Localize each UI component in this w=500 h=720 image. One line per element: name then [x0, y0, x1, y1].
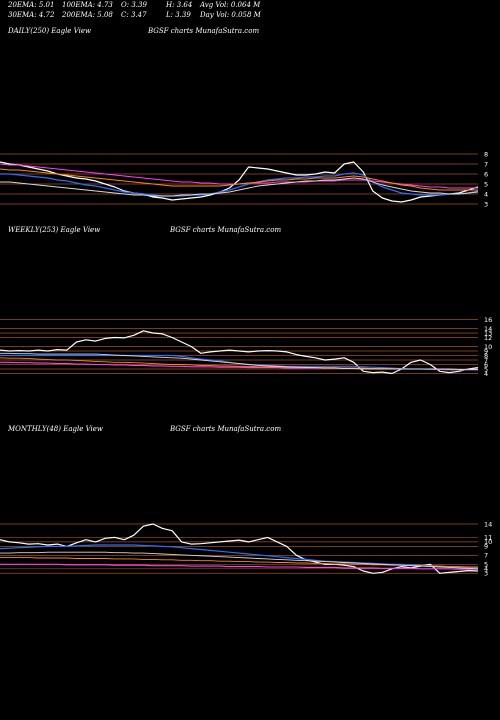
weekly-ema-slow-line: [0, 352, 478, 370]
monthly-ema-fast-line: [0, 544, 479, 569]
weekly-y-tick-label: 7: [484, 356, 488, 364]
monthly-y-tick-label: 9: [484, 543, 488, 551]
monthly-y-tick-label: 3: [484, 570, 488, 578]
weekly-y-tick-label: 8: [484, 352, 488, 360]
daily-panel-title: DAILY(250) Eagle View: [8, 27, 91, 35]
avg-vol-readout: Avg Vol: 0.064 M: [200, 1, 261, 9]
day-vol-readout: Day Vol: 0.058 M: [200, 11, 261, 19]
daily-y-tick-label: 6: [484, 170, 488, 178]
daily-price-line: [0, 161, 479, 203]
daily-y-tick-label: 7: [484, 160, 488, 168]
weekly-panel-title: WEEKLY(253) Eagle View: [8, 226, 101, 234]
monthly-y-tick-label: 4: [484, 565, 488, 573]
monthly-ema-pink-line: [0, 563, 478, 570]
ema100-readout: 100EMA: 4.73: [62, 1, 113, 9]
daily-y-tick-label: 5: [484, 180, 488, 188]
monthly-y-tick-label: 5: [484, 561, 488, 569]
weekly-y-tick-label: 5: [484, 365, 488, 373]
weekly-y-tick-label: 9: [484, 347, 488, 355]
weekly-y-tick-label: 10: [484, 343, 492, 351]
monthly-panel-subtitle: BGSF charts MunafaSutra.com: [170, 425, 282, 433]
weekly-panel-subtitle: BGSF charts MunafaSutra.com: [170, 226, 282, 234]
ema20-readout: 20EMA: 5.01: [8, 1, 55, 9]
weekly-price-line: [0, 330, 479, 375]
daily-ema-orange-line: [0, 168, 478, 191]
daily-y-tick-label: 3: [484, 200, 488, 208]
low-readout: L: 3.39: [166, 11, 191, 19]
monthly-ema-slow-line: [0, 551, 479, 570]
daily-y-tick-label: 8: [484, 150, 488, 158]
weekly-y-tick-label: 4: [484, 370, 488, 378]
monthly-panel-title: MONTHLY(48) Eagle View: [8, 425, 103, 433]
monthly-y-tick-label: 7: [484, 552, 488, 560]
daily-ema-slow-line: [0, 177, 479, 197]
daily-ema-fast-line: [0, 172, 479, 197]
monthly-y-tick-label: 10: [484, 538, 492, 546]
ema30-readout: 30EMA: 4.72: [8, 11, 55, 19]
monthly-y-tick-label: 11: [484, 534, 492, 542]
daily-chart-panel: 8 7 6 5 4 3: [0, 150, 488, 208]
high-readout: H: 3.64: [166, 1, 193, 9]
ema200-readout: 200EMA: 5.08: [62, 11, 113, 19]
monthly-price-line: [0, 523, 479, 574]
open-readout: O: 3.39: [121, 1, 147, 9]
weekly-y-tick-label: 6: [484, 361, 488, 369]
daily-y-tick-label: 4: [484, 190, 488, 198]
monthly-y-tick-label: 14: [484, 520, 492, 528]
close-readout: C: 3.47: [121, 11, 147, 19]
daily-panel-subtitle: BGSF charts MunafaSutra.com: [148, 27, 260, 35]
weekly-y-tick-label: 14: [484, 325, 492, 333]
weekly-y-tick-label: 12: [484, 334, 492, 342]
weekly-y-tick-label: 13: [484, 329, 492, 337]
weekly-y-tick-label: 16: [484, 316, 492, 324]
